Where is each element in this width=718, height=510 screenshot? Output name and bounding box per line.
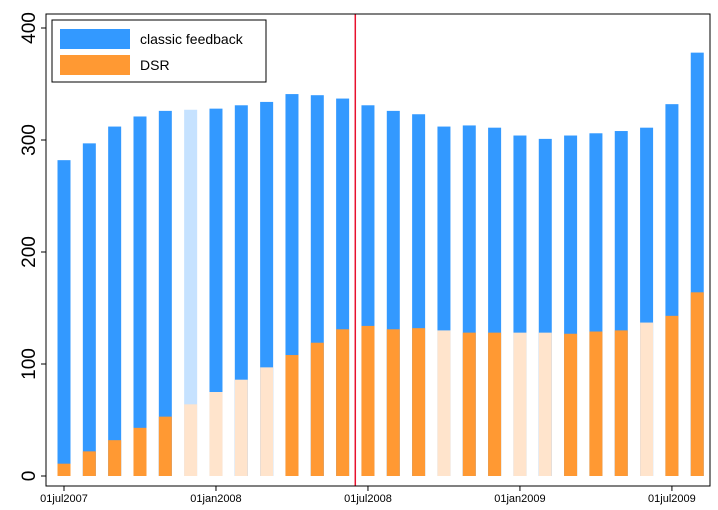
legend-label-classic-feedback: classic feedback [140, 31, 244, 47]
dsr-bar [209, 392, 223, 476]
dsr-bar [513, 332, 527, 476]
dsr-bar [234, 379, 248, 476]
x-tick-label: 01jul2008 [344, 493, 392, 505]
x-tick-label: 01jan2009 [494, 493, 545, 505]
plot-frame [45, 13, 711, 487]
dsr-bar [336, 329, 350, 476]
classic-feedback-bar [57, 160, 71, 476]
legend-swatch-dsr [60, 55, 130, 75]
y-tick-label: 0 [19, 471, 40, 482]
dsr-bar [57, 463, 71, 476]
classic-feedback-bar [209, 108, 223, 476]
dsr-bar [589, 331, 603, 476]
dsr-bar [158, 416, 172, 476]
dsr-bar [462, 332, 476, 476]
classic-feedback-bar [82, 143, 96, 477]
dsr-bar [665, 315, 679, 476]
dsr-bar [690, 292, 704, 476]
dsr-bar [184, 404, 198, 476]
y-tick-label: 400 [19, 12, 40, 44]
x-tick-label: 01jan2008 [190, 493, 241, 505]
y-axis: 0 100 200 300 400 [19, 12, 46, 481]
legend-label-dsr: DSR [140, 57, 170, 73]
dsr-bar [133, 427, 147, 476]
dsr-bar [488, 332, 502, 476]
y-tick-label: 100 [19, 348, 40, 380]
dsr-bar [614, 330, 628, 476]
dsr-bar [538, 332, 552, 476]
y-tick-label: 300 [19, 124, 40, 156]
dsr-bar [437, 330, 451, 476]
x-tick-label: 01jul2009 [648, 493, 696, 505]
dsr-bar [412, 328, 426, 476]
classic-feedback-bar [108, 126, 122, 476]
dsr-bar [82, 451, 96, 476]
x-tick-label: 01jul2007 [40, 493, 88, 505]
legend: classic feedback DSR [51, 19, 267, 83]
classic-feedback-bar [158, 110, 172, 476]
dsr-bar [285, 355, 299, 476]
dsr-bar [260, 367, 274, 476]
classic-feedback-bars [57, 52, 704, 477]
classic-feedback-bar [133, 116, 147, 476]
dsr-bar [386, 329, 400, 476]
dsr-bar [361, 325, 375, 476]
dsr-bars [57, 292, 704, 476]
legend-swatch-classic-feedback [60, 29, 130, 49]
dsr-bar [640, 322, 654, 476]
dsr-bar [564, 333, 578, 476]
x-axis: 01jul2007 01jan2008 01jul2008 01jan2009 01ju… [40, 486, 696, 505]
dsr-bar [310, 342, 324, 476]
classic-feedback-bar [184, 109, 198, 476]
y-tick-label: 200 [19, 236, 40, 268]
dsr-bar [108, 440, 122, 476]
